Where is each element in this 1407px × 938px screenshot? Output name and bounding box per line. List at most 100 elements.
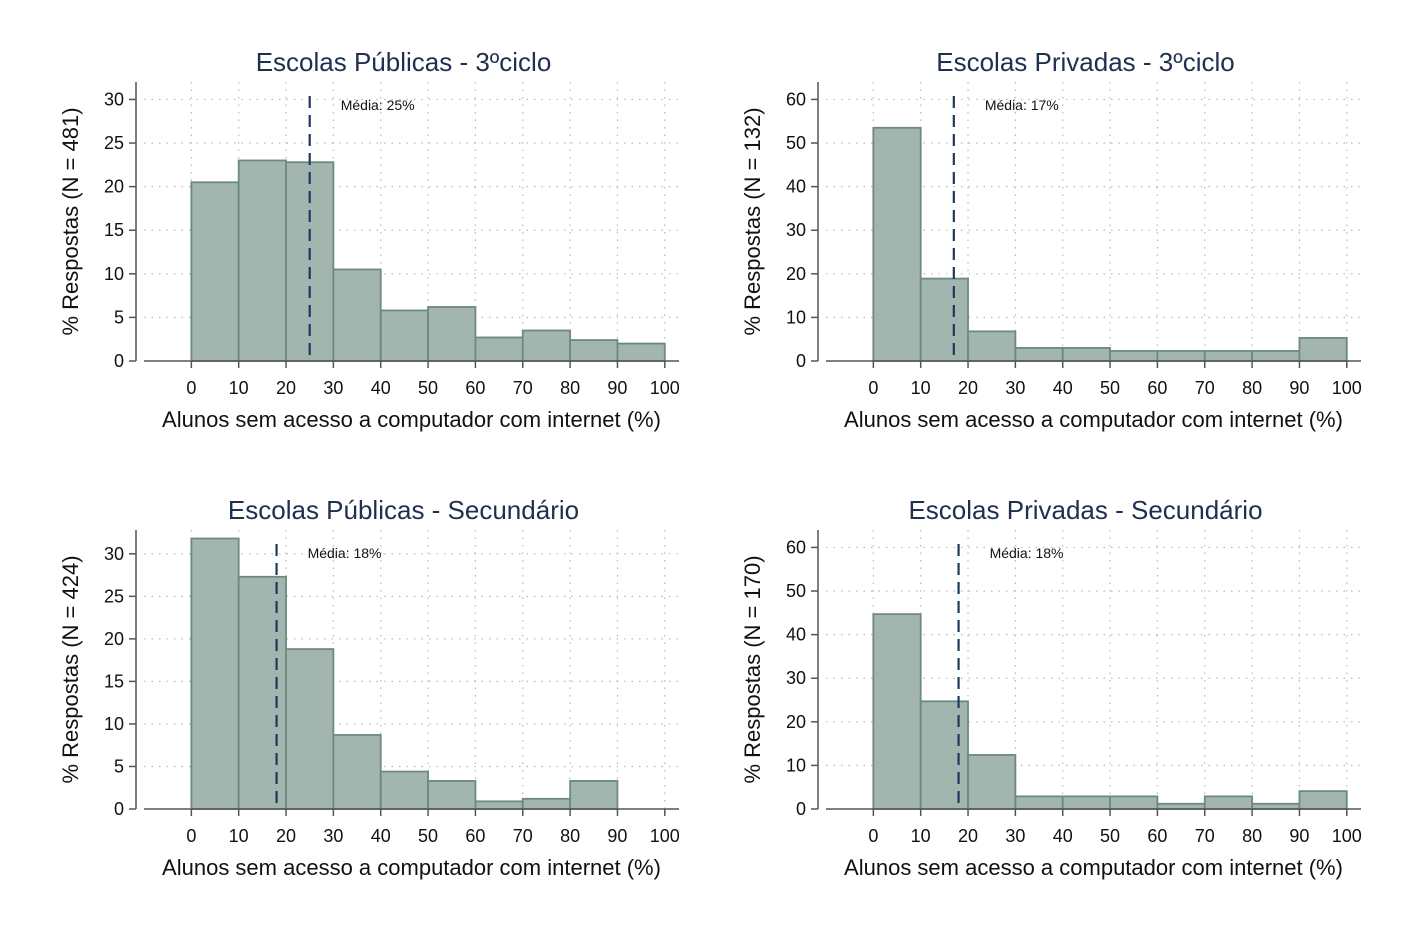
y-axis-label: % Respostas (N = 132) — [740, 107, 765, 335]
x-tick-label: 90 — [607, 826, 627, 846]
histogram-bar — [872, 613, 922, 810]
x-tick-label: 10 — [229, 826, 249, 846]
histogram-bar — [872, 126, 922, 362]
y-tick-label: 20 — [104, 177, 124, 197]
histogram-bar — [521, 329, 572, 362]
y-axis-label: % Respostas (N = 424) — [58, 555, 83, 783]
histogram-bar — [919, 700, 969, 810]
y-tick-label: 15 — [104, 220, 124, 240]
histogram-bar — [237, 159, 287, 362]
y-tick-label: 20 — [786, 712, 806, 732]
histogram-bar — [967, 330, 1017, 362]
x-tick-label: 30 — [1005, 378, 1025, 398]
histogram-bar — [1156, 802, 1206, 810]
x-tick-label: 80 — [560, 826, 580, 846]
y-tick-label: 50 — [786, 581, 806, 601]
y-tick-label: 30 — [104, 544, 124, 564]
x-tick-label: 20 — [958, 378, 978, 398]
x-tick-label: 40 — [1053, 826, 1073, 846]
x-tick-label: 60 — [1147, 378, 1167, 398]
x-tick-label: 0 — [186, 378, 196, 398]
x-axis-label: Alunos sem acesso a computador com inter… — [162, 855, 661, 880]
x-tick-label: 90 — [1289, 378, 1309, 398]
y-tick-label: 5 — [114, 756, 124, 776]
histogram-bar — [1251, 350, 1301, 362]
mean-annotation: Média: 17% — [985, 97, 1059, 113]
x-tick-label: 10 — [911, 826, 931, 846]
x-tick-label: 60 — [1147, 826, 1167, 846]
y-tick-label: 10 — [786, 307, 806, 327]
y-tick-label: 30 — [786, 668, 806, 688]
histogram-bar — [332, 734, 382, 810]
x-tick-label: 0 — [186, 826, 196, 846]
chart-panel: 0 5 10 15 20 25 30 0 10 20 30 40 50 60 70 80 90 100 Média:… — [58, 47, 680, 432]
y-tick-label: 20 — [104, 629, 124, 649]
mean-annotation: Média: 25% — [341, 97, 415, 113]
histogram-bar — [474, 336, 524, 362]
x-axis-label: Alunos sem acesso a computador com inter… — [844, 855, 1343, 880]
x-tick-label: 70 — [1195, 378, 1215, 398]
chart-panel: 0 10 20 30 40 50 60 0 10 20 30 40 50 60 70 80 90 100 Média… — [740, 47, 1362, 432]
histogram-bar — [1203, 350, 1254, 362]
chart-panel: 0 5 10 15 20 25 30 0 10 20 30 40 50 60 70 80 90 100 Média:… — [58, 495, 680, 880]
histogram-bar — [967, 754, 1017, 810]
histogram-bar — [190, 537, 240, 810]
histogram-bar — [1061, 347, 1111, 362]
histogram-bar — [427, 780, 477, 810]
y-tick-label: 0 — [114, 351, 124, 371]
x-tick-label: 70 — [513, 378, 533, 398]
x-tick-label: 30 — [323, 826, 343, 846]
y-tick-label: 0 — [796, 351, 806, 371]
x-tick-label: 70 — [513, 826, 533, 846]
x-tick-label: 80 — [1242, 826, 1262, 846]
x-tick-label: 60 — [465, 826, 485, 846]
x-tick-label: 40 — [371, 826, 391, 846]
x-tick-label: 100 — [1332, 826, 1362, 846]
histogram-bar — [1298, 790, 1348, 810]
x-tick-label: 50 — [418, 826, 438, 846]
histogram-bar — [332, 268, 382, 362]
histogram-bar — [1203, 795, 1254, 810]
y-tick-label: 0 — [796, 799, 806, 819]
chart-title: Escolas Privadas - Secundário — [908, 495, 1262, 525]
histogram-bar — [1014, 347, 1064, 362]
x-tick-label: 50 — [1100, 826, 1120, 846]
x-tick-label: 90 — [1289, 826, 1309, 846]
chart-title: Escolas Públicas - 3ºciclo — [256, 47, 552, 77]
histogram-bar — [1156, 350, 1206, 362]
histogram-bar — [1109, 350, 1159, 362]
x-tick-label: 0 — [868, 826, 878, 846]
x-tick-label: 80 — [560, 378, 580, 398]
histogram-bar — [237, 575, 287, 810]
y-axis-label: % Respostas (N = 481) — [58, 107, 83, 335]
histogram-bar — [1014, 795, 1064, 810]
y-tick-label: 10 — [104, 714, 124, 734]
x-tick-label: 20 — [276, 826, 296, 846]
histogram-bar — [919, 277, 969, 362]
x-tick-label: 60 — [465, 378, 485, 398]
x-tick-label: 20 — [276, 378, 296, 398]
y-axis-label: % Respostas (N = 170) — [740, 555, 765, 783]
x-tick-label: 100 — [650, 826, 680, 846]
histogram-bar — [1061, 795, 1111, 810]
histogram-bar — [427, 306, 477, 362]
histogram-bar — [379, 770, 429, 810]
x-tick-label: 10 — [911, 378, 931, 398]
y-tick-label: 0 — [114, 799, 124, 819]
y-tick-label: 50 — [786, 133, 806, 153]
x-tick-label: 10 — [229, 378, 249, 398]
y-tick-label: 25 — [104, 133, 124, 153]
histogram-bar — [569, 339, 619, 362]
x-tick-label: 30 — [1005, 826, 1025, 846]
chart-panel: 0 10 20 30 40 50 60 0 10 20 30 40 50 60 70 80 90 100 Média… — [740, 495, 1362, 880]
x-tick-label: 50 — [418, 378, 438, 398]
histogram-bar — [190, 181, 240, 362]
x-tick-label: 40 — [1053, 378, 1073, 398]
x-tick-label: 30 — [323, 378, 343, 398]
y-tick-label: 40 — [786, 177, 806, 197]
y-tick-label: 30 — [104, 89, 124, 109]
y-tick-label: 10 — [786, 755, 806, 775]
x-tick-label: 40 — [371, 378, 391, 398]
x-tick-label: 70 — [1195, 826, 1215, 846]
